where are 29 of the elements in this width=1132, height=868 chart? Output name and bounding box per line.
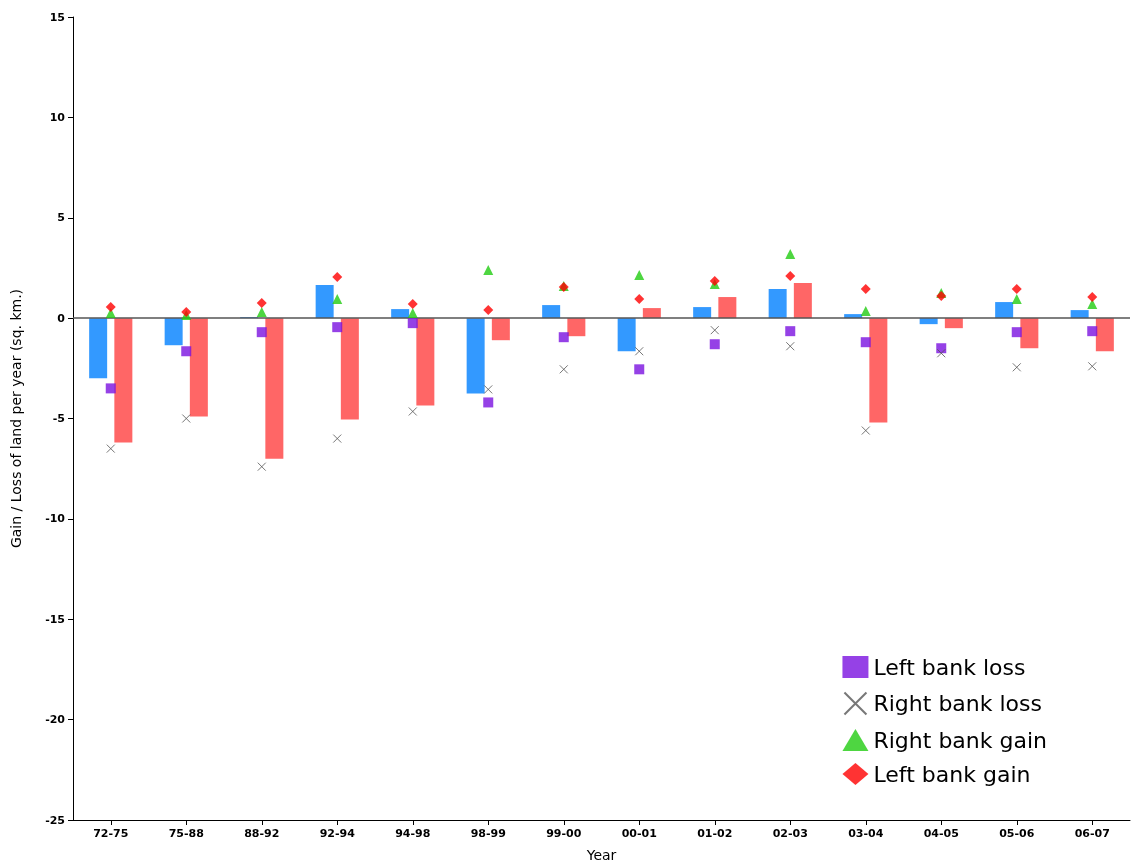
y-tick-label: -20	[45, 713, 66, 727]
y-tick-label: 15	[49, 10, 65, 24]
y-tick-label: 0	[57, 311, 66, 325]
x-tick-label: 75-88	[168, 827, 204, 840]
x-tick-label: 99-00	[546, 827, 582, 840]
x-tick-label: 06-07	[1074, 827, 1110, 840]
x-tick-label: 00-01	[621, 827, 657, 840]
x-tick-label: 92-94	[319, 827, 356, 840]
legend-label: Left bank gain	[873, 761, 1031, 787]
legend-label: Left bank loss	[873, 654, 1026, 680]
y-tick-label: 5	[57, 211, 65, 225]
legend-label: Right bank loss	[873, 691, 1042, 716]
x-tick-label: 04-05	[923, 827, 959, 840]
x-tick-label: 72-75	[93, 827, 129, 840]
y-tick-label: 10	[49, 110, 66, 124]
legend-label: Right bank gain	[873, 727, 1048, 753]
y-tick-label: -15	[45, 612, 65, 626]
x-tick-label: 02-03	[772, 827, 808, 840]
x-tick-label: 05-06	[999, 827, 1035, 840]
y-tick-label: -5	[52, 412, 65, 425]
x-tick-label: 88-92	[244, 827, 280, 840]
x-tick-label: 98-99	[470, 827, 506, 840]
y-axis-title: Gain / Loss of land per year (sq. km.)	[8, 288, 24, 549]
x-axis-title: Year	[585, 847, 617, 863]
x-tick-label: 01-02	[697, 827, 733, 840]
y-tick-label: -25	[45, 813, 65, 827]
y-tick-label: -10	[45, 512, 66, 526]
x-tick-label: 03-04	[848, 827, 884, 840]
x-tick-label: 94-98	[395, 827, 431, 840]
